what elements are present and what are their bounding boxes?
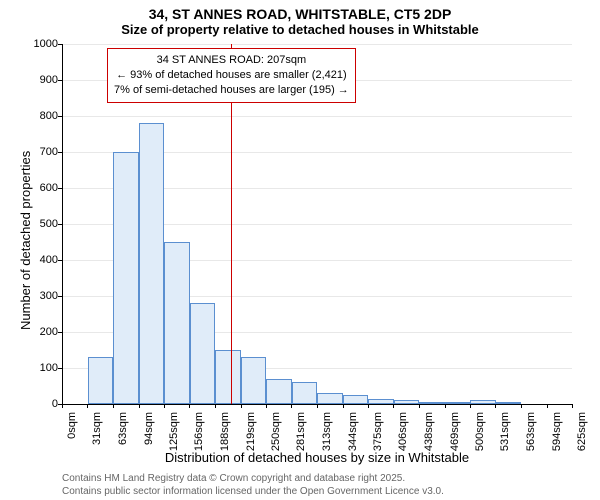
x-tick-mark bbox=[572, 404, 573, 408]
x-axis-label: Distribution of detached houses by size … bbox=[62, 450, 572, 465]
chart: 34, ST ANNES ROAD, WHITSTABLE, CT5 2DP S… bbox=[0, 0, 600, 500]
x-tick-label: 63sqm bbox=[117, 412, 129, 445]
histogram-bar bbox=[241, 357, 267, 404]
title-area: 34, ST ANNES ROAD, WHITSTABLE, CT5 2DP S… bbox=[0, 0, 600, 37]
grid-line bbox=[62, 44, 572, 45]
x-tick-label: 563sqm bbox=[525, 412, 537, 451]
y-tick-label: 800 bbox=[30, 110, 58, 122]
histogram-bar bbox=[88, 357, 114, 404]
y-tick-label: 200 bbox=[30, 326, 58, 338]
footer-line2: Contains public sector information licen… bbox=[62, 485, 444, 498]
reference-line-0: 34 ST ANNES ROAD: 207sqm bbox=[114, 53, 349, 68]
histogram-bar bbox=[343, 395, 369, 404]
x-tick-label: 625sqm bbox=[576, 412, 588, 451]
x-tick-label: 125sqm bbox=[168, 412, 180, 451]
x-tick-label: 219sqm bbox=[245, 412, 257, 451]
x-tick-label: 375sqm bbox=[372, 412, 384, 451]
histogram-bar bbox=[317, 393, 343, 404]
y-tick-label: 400 bbox=[30, 254, 58, 266]
y-axis-label: Number of detached properties bbox=[18, 151, 33, 330]
x-tick-label: 250sqm bbox=[270, 412, 282, 451]
chart-title-sub: Size of property relative to detached ho… bbox=[0, 22, 600, 37]
histogram-bar bbox=[164, 242, 190, 404]
y-tick-label: 500 bbox=[30, 218, 58, 230]
plot-area: 010020030040050060070080090010000sqm31sq… bbox=[62, 44, 572, 404]
x-tick-label: 313sqm bbox=[321, 412, 333, 451]
y-tick-label: 300 bbox=[30, 290, 58, 302]
y-tick-label: 1000 bbox=[30, 38, 58, 50]
histogram-bar bbox=[139, 123, 165, 404]
reference-line-1: ← 93% of detached houses are smaller (2,… bbox=[114, 68, 349, 83]
x-tick-label: 469sqm bbox=[449, 412, 461, 451]
footer-line1: Contains HM Land Registry data © Crown c… bbox=[62, 472, 444, 485]
histogram-bar bbox=[292, 382, 318, 404]
x-tick-label: 188sqm bbox=[219, 412, 231, 451]
x-tick-label: 0sqm bbox=[66, 412, 78, 439]
x-tick-label: 594sqm bbox=[551, 412, 563, 451]
y-tick-label: 0 bbox=[30, 398, 58, 410]
histogram-bar bbox=[190, 303, 216, 404]
y-tick-label: 900 bbox=[30, 74, 58, 86]
y-axis-line bbox=[62, 44, 63, 404]
x-tick-label: 438sqm bbox=[423, 412, 435, 451]
chart-title-main: 34, ST ANNES ROAD, WHITSTABLE, CT5 2DP bbox=[0, 6, 600, 22]
x-tick-label: 94sqm bbox=[143, 412, 155, 445]
x-tick-label: 281sqm bbox=[295, 412, 307, 451]
x-axis-line bbox=[62, 404, 572, 405]
footer-attribution: Contains HM Land Registry data © Crown c… bbox=[62, 472, 444, 498]
grid-line bbox=[62, 116, 572, 117]
x-tick-label: 344sqm bbox=[347, 412, 359, 451]
histogram-bar bbox=[266, 379, 292, 404]
histogram-bar bbox=[113, 152, 139, 404]
x-tick-label: 406sqm bbox=[397, 412, 409, 451]
y-tick-label: 700 bbox=[30, 146, 58, 158]
y-tick-label: 100 bbox=[30, 362, 58, 374]
x-tick-label: 156sqm bbox=[193, 412, 205, 451]
x-tick-label: 31sqm bbox=[91, 412, 103, 445]
x-tick-label: 500sqm bbox=[474, 412, 486, 451]
reference-annotation: 34 ST ANNES ROAD: 207sqm← 93% of detache… bbox=[107, 48, 356, 103]
histogram-bar bbox=[215, 350, 241, 404]
x-tick-label: 531sqm bbox=[499, 412, 511, 451]
reference-line-2: 7% of semi-detached houses are larger (1… bbox=[114, 83, 349, 98]
y-tick-label: 600 bbox=[30, 182, 58, 194]
